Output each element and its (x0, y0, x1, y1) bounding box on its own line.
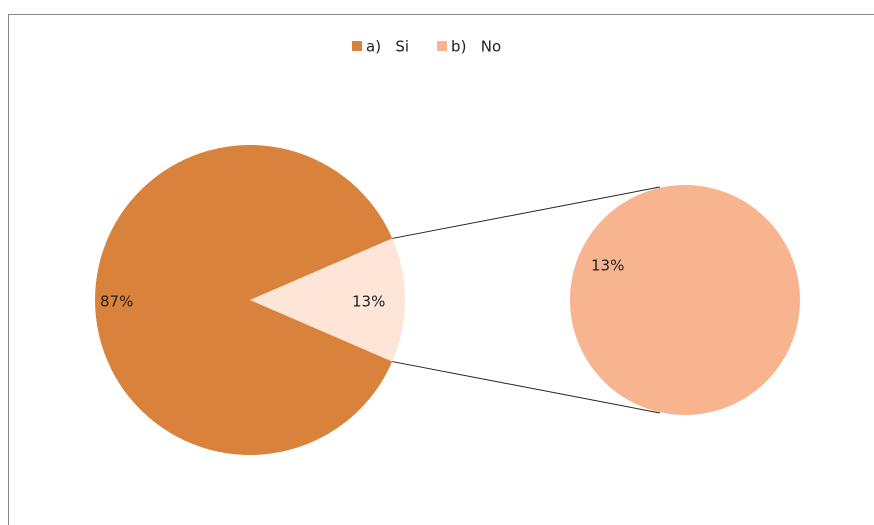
pie-slice (250, 238, 405, 362)
legend-swatch (437, 41, 448, 51)
secondary-pie (570, 185, 800, 415)
data-label: 87% (100, 293, 133, 311)
pie-slice (94, 145, 393, 455)
data-label: 13% (352, 293, 385, 311)
legend-swatch (352, 41, 362, 51)
connector-line (392, 361, 661, 414)
connector-line (392, 186, 661, 239)
data-label: 13% (591, 257, 624, 275)
legend-label: b) No (451, 38, 501, 56)
legend-label: a) Si (366, 38, 409, 56)
